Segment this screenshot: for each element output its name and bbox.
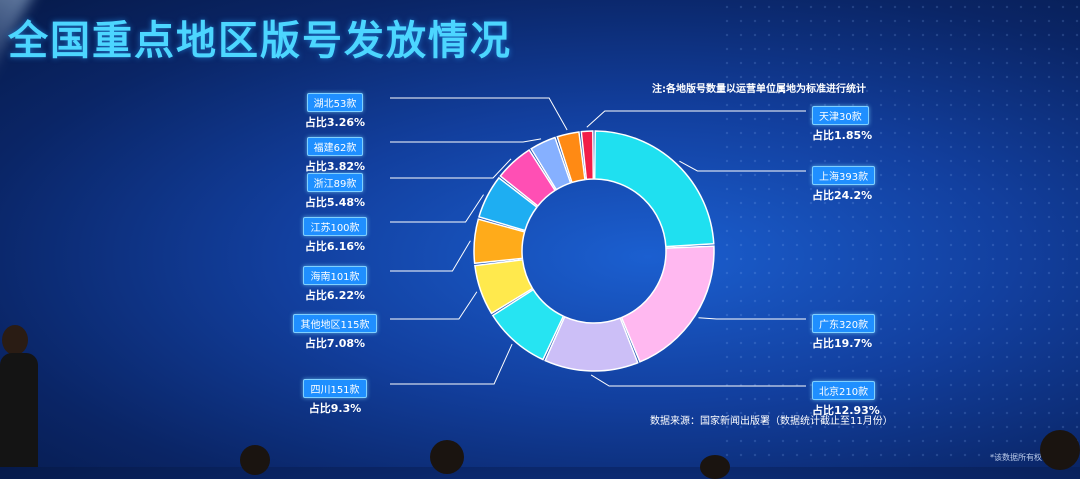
slide-title: 全国重点地区版号发放情况 bbox=[8, 18, 512, 64]
audience-head bbox=[700, 455, 730, 479]
slice-label: 上海393款占比24.2% bbox=[812, 165, 902, 203]
slice-badge: 福建62款 bbox=[306, 137, 364, 156]
leader-line bbox=[390, 138, 542, 143]
leader-line bbox=[698, 317, 806, 320]
donut-slice bbox=[544, 315, 639, 372]
slice-share: 占比1.85% bbox=[812, 129, 873, 142]
copyright-note: *该数据所有权归广东… bbox=[990, 453, 1074, 462]
slice-share: 占比12.93% bbox=[812, 404, 880, 417]
slice-label: 江苏100款占比6.16% bbox=[290, 216, 380, 254]
slice-badge: 浙江89款 bbox=[306, 173, 364, 192]
leader-line bbox=[390, 158, 512, 179]
leader-line bbox=[586, 110, 806, 128]
slice-badge: 北京210款 bbox=[812, 381, 876, 400]
slice-label: 浙江89款占比5.48% bbox=[290, 172, 380, 210]
slice-badge: 广东320款 bbox=[812, 314, 876, 333]
leader-line bbox=[390, 343, 513, 385]
slice-share: 占比5.48% bbox=[304, 196, 366, 209]
slice-badge: 海南101款 bbox=[303, 266, 367, 285]
slice-label: 天津30款占比1.85% bbox=[812, 105, 902, 143]
leader-line bbox=[390, 240, 471, 272]
slice-badge: 其他地区115款 bbox=[293, 314, 377, 333]
donut-slice bbox=[474, 258, 534, 315]
slice-share: 占比7.08% bbox=[304, 337, 366, 350]
donut-slice bbox=[491, 288, 565, 361]
leader-line bbox=[590, 374, 806, 387]
slice-share: 占比6.16% bbox=[304, 240, 366, 253]
leader-line bbox=[390, 291, 478, 320]
donut-slice bbox=[530, 136, 572, 191]
leader-line bbox=[679, 160, 806, 172]
audience-head bbox=[240, 445, 270, 475]
slice-share: 占比3.82% bbox=[304, 160, 366, 173]
slice-share: 占比24.2% bbox=[812, 189, 873, 202]
slice-badge: 天津30款 bbox=[812, 106, 869, 125]
donut-chart bbox=[390, 97, 806, 387]
leader-line bbox=[390, 97, 568, 131]
slice-label: 北京210款占比12.93% bbox=[812, 380, 902, 418]
dot-pattern bbox=[720, 0, 1080, 467]
slice-badge: 上海393款 bbox=[812, 166, 876, 185]
donut-slice bbox=[620, 245, 715, 363]
slice-share: 占比6.22% bbox=[304, 289, 366, 302]
leader-line bbox=[390, 194, 484, 223]
slice-badge: 四川151款 bbox=[303, 379, 367, 398]
slice-share: 占比3.26% bbox=[304, 116, 366, 129]
donut-slice bbox=[473, 218, 526, 265]
data-source: 数据来源：国家新闻出版署（数据统计截止至11月份） bbox=[650, 416, 893, 427]
donut-slice bbox=[499, 149, 557, 208]
audience-head bbox=[1040, 430, 1080, 470]
slice-label: 其他地区115款占比7.08% bbox=[290, 313, 380, 351]
slice-label: 四川151款占比9.3% bbox=[290, 378, 380, 416]
donut-slice bbox=[593, 130, 715, 248]
slice-badge: 湖北53款 bbox=[306, 93, 364, 112]
donut-slice bbox=[478, 176, 538, 232]
slice-label: 福建62款占比3.82% bbox=[290, 136, 380, 174]
slice-badge: 江苏100款 bbox=[303, 217, 367, 236]
slice-share: 占比19.7% bbox=[812, 337, 873, 350]
slice-label: 湖北53款占比3.26% bbox=[290, 92, 380, 130]
slice-label: 海南101款占比6.22% bbox=[290, 265, 380, 303]
donut-slice bbox=[580, 130, 595, 181]
audience-head bbox=[430, 440, 464, 474]
donut-slice bbox=[556, 131, 586, 184]
slice-share: 占比9.3% bbox=[308, 402, 362, 415]
chart-note: 注:各地版号数量以运营单位属地为标准进行统计 bbox=[652, 84, 866, 95]
presenter-figure bbox=[0, 325, 40, 467]
slice-label: 广东320款占比19.7% bbox=[812, 313, 902, 351]
